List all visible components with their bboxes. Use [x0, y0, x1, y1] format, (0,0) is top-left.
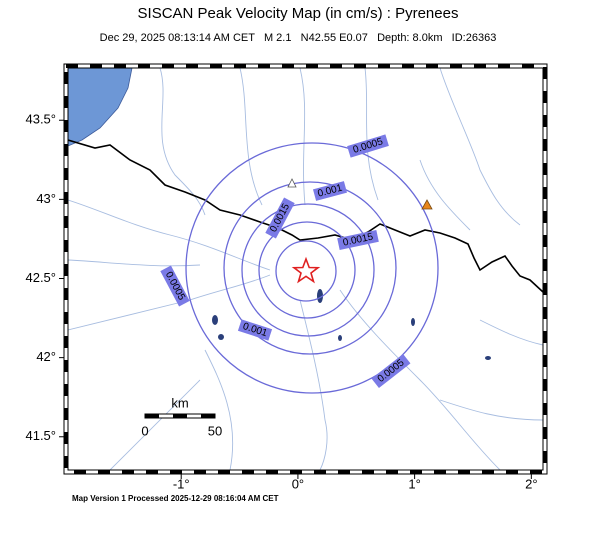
x-tick-label: 2°	[525, 476, 537, 491]
axis-ticks: -1° 0° 1° 2° 41.5° 42° 42.5° 43° 43.5°	[25, 112, 537, 492]
x-tick-label: -1°	[173, 476, 190, 491]
frame-inner	[67, 67, 544, 471]
station	[421, 199, 433, 210]
title: SISCAN Peak Velocity Map (in cm/s) : Pyr…	[138, 5, 459, 22]
lakes	[212, 289, 491, 360]
contours	[185, 142, 439, 394]
map-area: 0.0005 0.001 0.0015 0.0015 0.0005 0.001 …	[68, 68, 543, 470]
x-tick-label: 1°	[408, 476, 420, 491]
scale-tick: 50	[208, 423, 222, 438]
frame-stripes	[64, 64, 547, 474]
scale-tick: 0	[141, 423, 148, 438]
y-tick-label: 42.5°	[25, 270, 56, 285]
footer: Map Version 1 Processed 2025-12-29 08:16…	[72, 494, 279, 503]
y-tick-label: 41.5°	[25, 428, 56, 443]
frame-outer	[63, 63, 548, 475]
scale-unit: km	[171, 395, 188, 410]
station	[287, 178, 297, 188]
x-tick-label: 0°	[292, 476, 304, 491]
y-tick-label: 43.5°	[25, 112, 56, 127]
rivers	[68, 68, 543, 470]
subtitle: Dec 29, 2025 08:13:14 AM CET M 2.1 N42.5…	[100, 32, 497, 44]
y-tick-label: 43°	[36, 191, 56, 206]
epicenter	[291, 256, 321, 284]
sea	[68, 68, 133, 147]
scale-bar: km 0 50	[141, 395, 222, 438]
y-tick-label: 42°	[36, 349, 56, 364]
